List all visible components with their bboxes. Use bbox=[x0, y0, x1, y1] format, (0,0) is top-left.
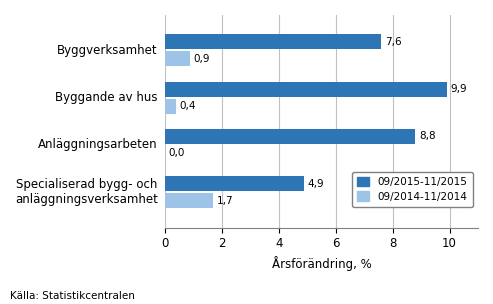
Text: 8,8: 8,8 bbox=[419, 131, 435, 141]
Text: 4,9: 4,9 bbox=[308, 178, 324, 188]
Bar bbox=[165, 176, 304, 191]
Legend: 09/2015-11/2015, 09/2014-11/2014: 09/2015-11/2015, 09/2014-11/2014 bbox=[352, 172, 473, 207]
Text: 7,6: 7,6 bbox=[385, 37, 401, 47]
Text: 0,9: 0,9 bbox=[194, 54, 211, 64]
Bar bbox=[165, 51, 190, 67]
Text: 9,9: 9,9 bbox=[450, 84, 467, 94]
Text: 1,7: 1,7 bbox=[216, 195, 233, 206]
Bar bbox=[165, 81, 447, 97]
Text: 0,0: 0,0 bbox=[168, 148, 184, 158]
Bar bbox=[165, 193, 213, 208]
Bar bbox=[165, 98, 176, 114]
Text: 0,4: 0,4 bbox=[179, 101, 196, 111]
Text: Källa: Statistikcentralen: Källa: Statistikcentralen bbox=[10, 291, 135, 301]
Bar bbox=[165, 34, 381, 50]
Bar bbox=[165, 129, 416, 144]
X-axis label: Årsförändring, %: Årsförändring, % bbox=[272, 256, 371, 271]
